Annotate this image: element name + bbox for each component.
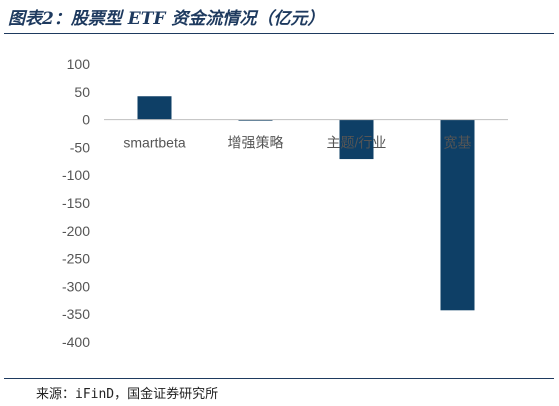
category-label: 宽基 <box>444 135 472 151</box>
y-tick-label: -400 <box>62 334 90 350</box>
category-label: smartbeta <box>123 135 185 151</box>
chart-title: 图表2：股票型 ETF 资金流情况（亿元） <box>8 9 325 29</box>
y-tick-label: 50 <box>74 84 90 100</box>
bar <box>440 119 475 311</box>
source-note: 来源：iFinD，国金证券研究所 <box>36 387 219 402</box>
y-tick-label: -100 <box>62 167 90 183</box>
title-divider <box>4 33 554 34</box>
y-tick-label: -150 <box>62 195 90 211</box>
y-tick-label: -300 <box>62 278 90 294</box>
y-tick-label: -200 <box>62 223 90 239</box>
y-axis-ticks: 100 50 0 -50 -100 -150 -200 -250 -300 -350 -400 <box>62 56 90 350</box>
category-label: 增强策略 <box>228 135 284 151</box>
category-labels: smartbeta 增强策略 主题/行业 宽基 <box>123 135 471 151</box>
y-tick-label: 0 <box>82 112 90 128</box>
footer-divider <box>4 378 554 379</box>
bar <box>137 96 172 120</box>
bar <box>339 119 374 160</box>
y-tick-label: -250 <box>62 251 90 267</box>
category-label: 主题/行业 <box>327 135 387 151</box>
bar <box>238 119 273 121</box>
bar-group <box>137 96 475 311</box>
y-tick-label: 100 <box>67 56 91 72</box>
y-tick-label: -350 <box>62 306 90 322</box>
y-tick-label: -50 <box>70 139 90 155</box>
